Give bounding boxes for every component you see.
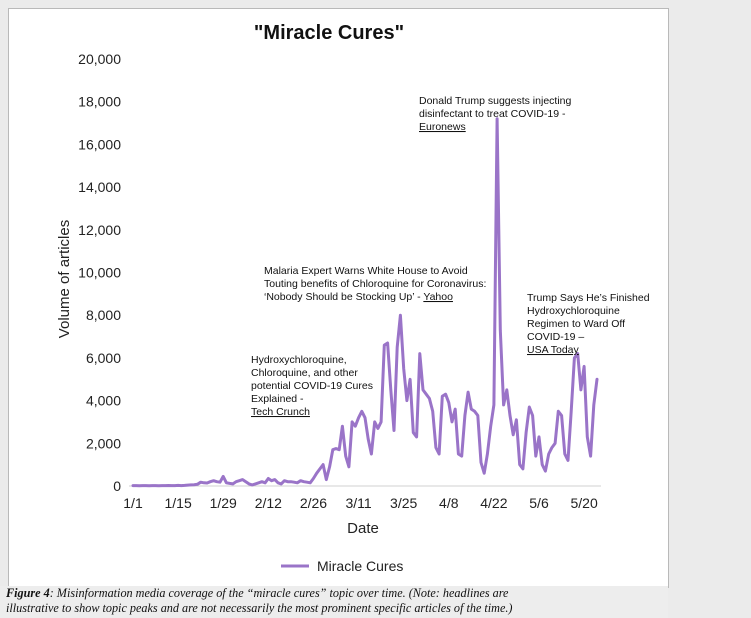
y-tick-label: 16,000 xyxy=(78,136,121,152)
annotation-line: COVID-19 – xyxy=(527,331,587,343)
annotation-line: Regimen to Ward Off xyxy=(527,318,625,330)
y-tick-label: 10,000 xyxy=(78,265,121,281)
annotation-line: Trump Says He’s Finished xyxy=(527,292,650,304)
x-tick-label: 1/15 xyxy=(164,495,191,511)
chart-title: "Miracle Cures" xyxy=(254,22,404,44)
annotation-line: Malaria Expert Warns White House to Avoi… xyxy=(264,265,468,277)
x-tick-label: 4/8 xyxy=(439,495,459,511)
annotation-line: ‘Nobody Should be Stocking Up’ - xyxy=(264,291,423,303)
annotation-line: Chloroquine, and other xyxy=(251,367,358,379)
y-tick-label: 20,000 xyxy=(78,51,121,67)
annotation-line: Explained - xyxy=(251,393,306,405)
annotation: Hydroxychloroquine, Chloroquine, and othe… xyxy=(251,354,373,418)
y-tick-label: 14,000 xyxy=(78,179,121,195)
x-tick-labels: 1/1 1/15 1/29 2/12 2/26 3/11 3/25 4/8 4/22 5/6 5/2… xyxy=(123,495,598,511)
x-tick-label: 2/12 xyxy=(255,495,282,511)
annotation: Donald Trump suggests injecting disinfect… xyxy=(419,95,571,133)
legend: Miracle Cures xyxy=(281,558,403,574)
annotation-line: Touting benefits of Chloroquine for Coro… xyxy=(264,278,486,290)
annotation: Trump Says He’s Finished Hydroxychloroqui… xyxy=(527,292,650,356)
x-tick-label: 5/6 xyxy=(529,495,549,511)
x-tick-label: 2/26 xyxy=(300,495,327,511)
y-axis-label: Volume of articles xyxy=(56,220,73,338)
y-tick-label: 2,000 xyxy=(86,435,121,451)
caption-line-2: illustrative to show topic peaks and are… xyxy=(6,601,513,615)
caption-text-1: : Misinformation media coverage of the “… xyxy=(49,586,509,600)
annotation-line: Hydroxychloroquine, xyxy=(251,354,347,366)
x-tick-label: 1/1 xyxy=(123,495,143,511)
annotation-line: Donald Trump suggests injecting xyxy=(419,95,571,107)
annotation-source-link[interactable]: USA Today xyxy=(527,344,580,356)
y-tick-label: 0 xyxy=(113,478,121,494)
caption-line-1: Figure 4: Misinformation media coverage … xyxy=(0,586,668,601)
chart-frame: "Miracle Cures" Volume of articles Date … xyxy=(8,8,669,588)
x-tick-label: 4/22 xyxy=(480,495,507,511)
y-tick-label: 12,000 xyxy=(78,222,121,238)
y-tick-label: 6,000 xyxy=(86,350,121,366)
legend-label: Miracle Cures xyxy=(317,558,403,574)
caption-figure-label: Figure 4 xyxy=(6,586,50,600)
x-tick-label: 3/25 xyxy=(390,495,417,511)
y-tick-label: 8,000 xyxy=(86,307,121,323)
annotation-source-link[interactable]: Euronews xyxy=(419,121,466,133)
annotation: Malaria Expert Warns White House to Avoi… xyxy=(264,265,486,303)
series-layer xyxy=(131,117,599,488)
chart-svg: "Miracle Cures" Volume of articles Date … xyxy=(56,22,650,574)
series-line xyxy=(131,117,599,488)
annotation-source-link[interactable]: Yahoo xyxy=(423,291,453,303)
figure-caption: Figure 4: Misinformation media coverage … xyxy=(0,586,668,618)
x-axis-label: Date xyxy=(347,520,379,537)
y-tick-label: 4,000 xyxy=(86,393,121,409)
x-tick-label: 1/29 xyxy=(210,495,237,511)
annotation-source-link[interactable]: Tech Crunch xyxy=(251,406,310,418)
annotations: Donald Trump suggests injecting disinfect… xyxy=(251,95,650,418)
y-tick-labels: 0 2,000 4,000 6,000 8,000 10,000 12,000 14,000 1… xyxy=(78,51,121,494)
x-tick-label: 3/11 xyxy=(345,495,371,511)
y-tick-label: 18,000 xyxy=(78,94,121,110)
annotation-line: disinfectant to treat COVID-19 - xyxy=(419,108,566,120)
x-tick-label: 5/20 xyxy=(570,495,597,511)
annotation-line: potential COVID-19 Cures xyxy=(251,380,373,392)
annotation-line: Hydroxychloroquine xyxy=(527,305,620,317)
